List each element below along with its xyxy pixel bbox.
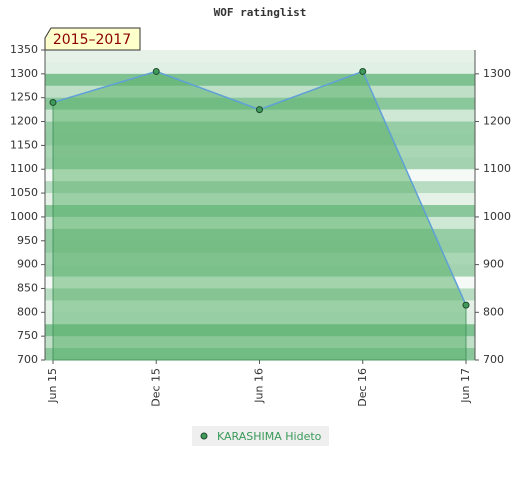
- legend: [192, 426, 329, 446]
- y2-tick-label: 900: [483, 258, 504, 271]
- y-tick-label: 1050: [10, 186, 38, 199]
- y2-tick-label: 800: [483, 305, 504, 318]
- marker: [359, 67, 367, 75]
- stripe: [45, 50, 475, 63]
- marker: [152, 67, 160, 75]
- marker: [462, 301, 470, 309]
- legend-label: KARASHIMA Hideto: [217, 430, 322, 443]
- x-tick-label: Jun 16: [253, 368, 266, 404]
- y2-tick-label: 1300: [483, 67, 511, 80]
- legend-marker: [200, 432, 208, 440]
- y-tick-label: 900: [17, 258, 38, 271]
- y-tick-label: 1200: [10, 115, 38, 128]
- y-tick-label: 950: [17, 234, 38, 247]
- y2-tick-label: 1200: [483, 115, 511, 128]
- chart-title: WOF ratinglist: [214, 6, 307, 19]
- y-tick-label: 700: [17, 353, 38, 366]
- y-tick-label: 1350: [10, 43, 38, 56]
- y-tick-label: 800: [17, 305, 38, 318]
- y2-tick-label: 1000: [483, 210, 511, 223]
- stripe: [45, 61, 475, 75]
- y-tick-label: 1300: [10, 67, 38, 80]
- x-tick-label: Dec 16: [356, 368, 369, 407]
- y-tick-label: 750: [17, 329, 38, 342]
- y2-tick-label: 700: [483, 353, 504, 366]
- annotation-box: [44, 27, 141, 51]
- y-tick-label: 1100: [10, 162, 38, 175]
- x-tick-label: Jun 15: [46, 368, 59, 404]
- y-tick-label: 1000: [10, 210, 38, 223]
- stripe: [45, 73, 475, 87]
- y-tick-label: 1250: [10, 91, 38, 104]
- x-tick-label: Jun 17: [459, 368, 472, 404]
- annotation: 2015–2017: [53, 32, 131, 48]
- x-tick-label: Dec 15: [149, 368, 162, 407]
- y-tick-label: 850: [17, 281, 38, 294]
- y-tick-label: 1150: [10, 138, 38, 151]
- marker: [256, 106, 263, 114]
- y2-tick-label: 1100: [483, 162, 511, 175]
- marker: [49, 98, 57, 106]
